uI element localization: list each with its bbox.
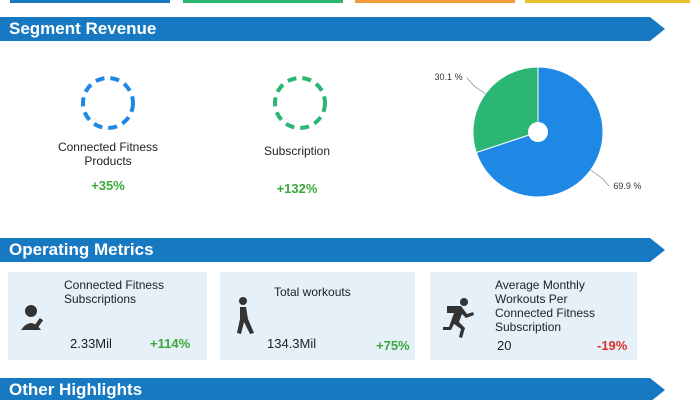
walk-icon xyxy=(237,297,254,334)
pie-slice xyxy=(472,66,539,154)
leader-line xyxy=(590,169,610,187)
tab xyxy=(10,0,170,3)
pie-label: 30.1 % xyxy=(435,72,463,82)
tab xyxy=(525,0,690,3)
metric-label: Average Monthly Workouts Per Connected F… xyxy=(495,278,596,334)
tab xyxy=(183,0,343,3)
segment-name: Subscription xyxy=(263,144,331,158)
tab xyxy=(355,0,515,3)
metric-label: Connected Fitness Subscriptions xyxy=(64,278,165,306)
metric-change: +75% xyxy=(376,338,410,353)
segment-change: +132% xyxy=(276,181,318,196)
metric-card xyxy=(8,272,207,360)
section-banner: Other Highlights xyxy=(0,378,665,400)
metric-change: +114% xyxy=(150,336,191,351)
person-icon xyxy=(21,305,44,331)
segment-name: Connected Fitness Products xyxy=(57,140,159,168)
run-icon xyxy=(443,298,474,338)
leader-line xyxy=(466,77,486,95)
metric-change: -19% xyxy=(597,338,628,353)
section-banner: Operating Metrics xyxy=(0,238,665,262)
pie-hole xyxy=(528,122,548,142)
ring-icon xyxy=(273,76,327,130)
segment-change: +35% xyxy=(91,178,125,193)
ring-icon xyxy=(81,76,135,130)
metric-value: 2.33Mil xyxy=(70,336,112,351)
metric-value: 20 xyxy=(497,338,512,353)
metric-value: 134.3Mil xyxy=(267,336,317,351)
pie-label: 69.9 % xyxy=(613,181,641,191)
metric-label: Total workouts xyxy=(274,285,351,299)
section-banner: Segment Revenue xyxy=(0,17,665,41)
metric-card xyxy=(220,272,415,360)
